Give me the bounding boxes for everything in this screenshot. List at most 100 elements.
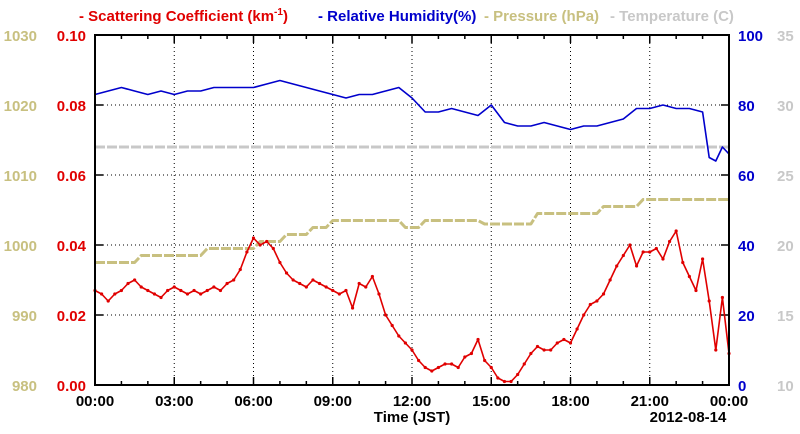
- y-tick-label-humidity: 0: [738, 378, 746, 395]
- data-point-scattering: [443, 362, 447, 366]
- data-point-scattering: [694, 288, 698, 293]
- data-point-scattering: [535, 344, 540, 349]
- y-tick-label-scattering: 0.06: [57, 168, 86, 185]
- plot-series: [93, 79, 731, 384]
- data-point-scattering: [245, 250, 249, 254]
- y-tick-label-humidity: 20: [738, 308, 755, 325]
- y-tick-label-humidity: 80: [738, 98, 755, 115]
- data-point-scattering: [562, 337, 566, 342]
- data-point-scattering: [397, 334, 401, 338]
- data-point-scattering: [350, 306, 355, 310]
- y-tick-label-pressure: 1020: [4, 98, 37, 115]
- data-point-scattering: [681, 260, 685, 265]
- data-point-scattering: [205, 288, 209, 293]
- data-point-scattering: [634, 264, 639, 268]
- data-point-scattering: [324, 285, 328, 289]
- y-tick-label-pressure: 1030: [4, 28, 37, 45]
- data-point-scattering: [608, 278, 612, 282]
- legend: - Scattering Coefficient (km-1) - Relati…: [79, 7, 734, 25]
- data-point-scattering: [410, 348, 414, 352]
- y-tick-label-temperature: 15: [777, 308, 794, 325]
- data-point-scattering: [311, 278, 315, 282]
- data-point-scattering: [364, 285, 368, 289]
- data-point-scattering: [291, 278, 295, 282]
- legend-scattering-label: Scattering Coefficient (km: [88, 8, 274, 25]
- data-point-scattering: [687, 274, 691, 279]
- data-point-scattering: [450, 362, 454, 366]
- y-tick-label-temperature: 20: [777, 238, 794, 255]
- legend-pressure: - Pressure (hPa): [484, 8, 599, 25]
- data-point-scattering: [284, 271, 289, 275]
- y-tick-label-pressure: 980: [12, 378, 37, 395]
- data-point-scattering: [529, 351, 533, 356]
- plot-frame: [94, 34, 730, 386]
- data-point-scattering: [390, 323, 394, 328]
- x-tick-label: 06:00: [234, 393, 272, 410]
- data-point-scattering: [370, 274, 374, 279]
- x-tick-label: 00:00: [76, 393, 114, 410]
- data-point-scattering: [469, 351, 474, 356]
- data-point-scattering: [496, 376, 500, 380]
- y-tick-label-temperature: 35: [777, 28, 794, 45]
- legend-scattering-close: ): [283, 8, 288, 25]
- data-point-scattering: [648, 250, 652, 254]
- data-point-scattering: [383, 313, 388, 317]
- data-point-scattering: [278, 260, 282, 265]
- data-point-scattering: [582, 313, 586, 317]
- legend-temperature-label: Temperature (C): [619, 8, 734, 25]
- data-point-scattering: [502, 379, 507, 384]
- legend-scattering-sup: -1: [274, 7, 283, 18]
- data-point-scattering: [667, 239, 672, 244]
- x-tick-label: 00:00: [710, 393, 748, 410]
- data-point-scattering: [185, 292, 190, 296]
- data-point-scattering: [516, 372, 520, 377]
- y-tick-label-scattering: 0.02: [57, 308, 86, 325]
- data-point-scattering: [621, 253, 625, 258]
- data-point-scattering: [159, 295, 163, 300]
- data-point-scattering: [674, 229, 678, 233]
- y-tick-label-scattering: 0.00: [57, 378, 86, 395]
- data-point-scattering: [192, 288, 196, 293]
- data-point-scattering: [179, 288, 183, 293]
- data-point-scattering: [298, 281, 302, 286]
- data-point-scattering: [304, 285, 308, 289]
- series-line-pressure: [95, 198, 729, 264]
- tick-labels: 98099010001010102010300.000.020.040.060.…: [4, 28, 794, 410]
- y-tick-label-pressure: 1000: [4, 238, 37, 255]
- data-point-scattering: [377, 292, 381, 296]
- x-tick-label: 12:00: [393, 393, 431, 410]
- data-point-scattering: [133, 278, 137, 282]
- data-point-scattering: [113, 292, 117, 296]
- legend-humidity-label: Relative Humidity(%): [327, 8, 476, 25]
- y-tick-label-temperature: 25: [777, 168, 794, 185]
- data-point-scattering: [106, 299, 110, 303]
- data-point-scattering: [476, 337, 480, 342]
- y-tick-label-humidity: 40: [738, 238, 755, 255]
- x-axis-label: Time (JST): [374, 409, 450, 426]
- data-point-scattering: [489, 365, 493, 370]
- data-point-scattering: [146, 288, 150, 293]
- x-tick-label: 09:00: [314, 393, 352, 410]
- data-point-scattering: [251, 236, 256, 240]
- y-tick-label-scattering: 0.08: [57, 98, 86, 115]
- series-line-relative: [94, 79, 730, 162]
- data-point-scattering: [654, 246, 658, 251]
- y-tick-label-humidity: 100: [738, 28, 763, 45]
- data-point-scattering: [212, 285, 216, 289]
- data-point-scattering: [463, 355, 467, 359]
- data-point-scattering: [555, 341, 559, 345]
- y-tick-label-pressure: 990: [12, 308, 37, 325]
- data-point-scattering: [568, 341, 573, 345]
- data-point-scattering: [218, 288, 223, 293]
- data-point-scattering: [436, 365, 441, 370]
- data-point-scattering: [172, 285, 176, 289]
- legend-temperature: - Temperature (C): [610, 8, 734, 25]
- data-point-scattering: [265, 239, 269, 244]
- x-tick-label: 21:00: [631, 393, 669, 410]
- data-point-scattering: [337, 292, 341, 296]
- data-point-scattering: [707, 299, 711, 303]
- data-point-scattering: [317, 281, 322, 286]
- data-point-scattering: [509, 379, 513, 384]
- x-tick-label: 18:00: [551, 393, 589, 410]
- data-point-scattering: [700, 257, 705, 261]
